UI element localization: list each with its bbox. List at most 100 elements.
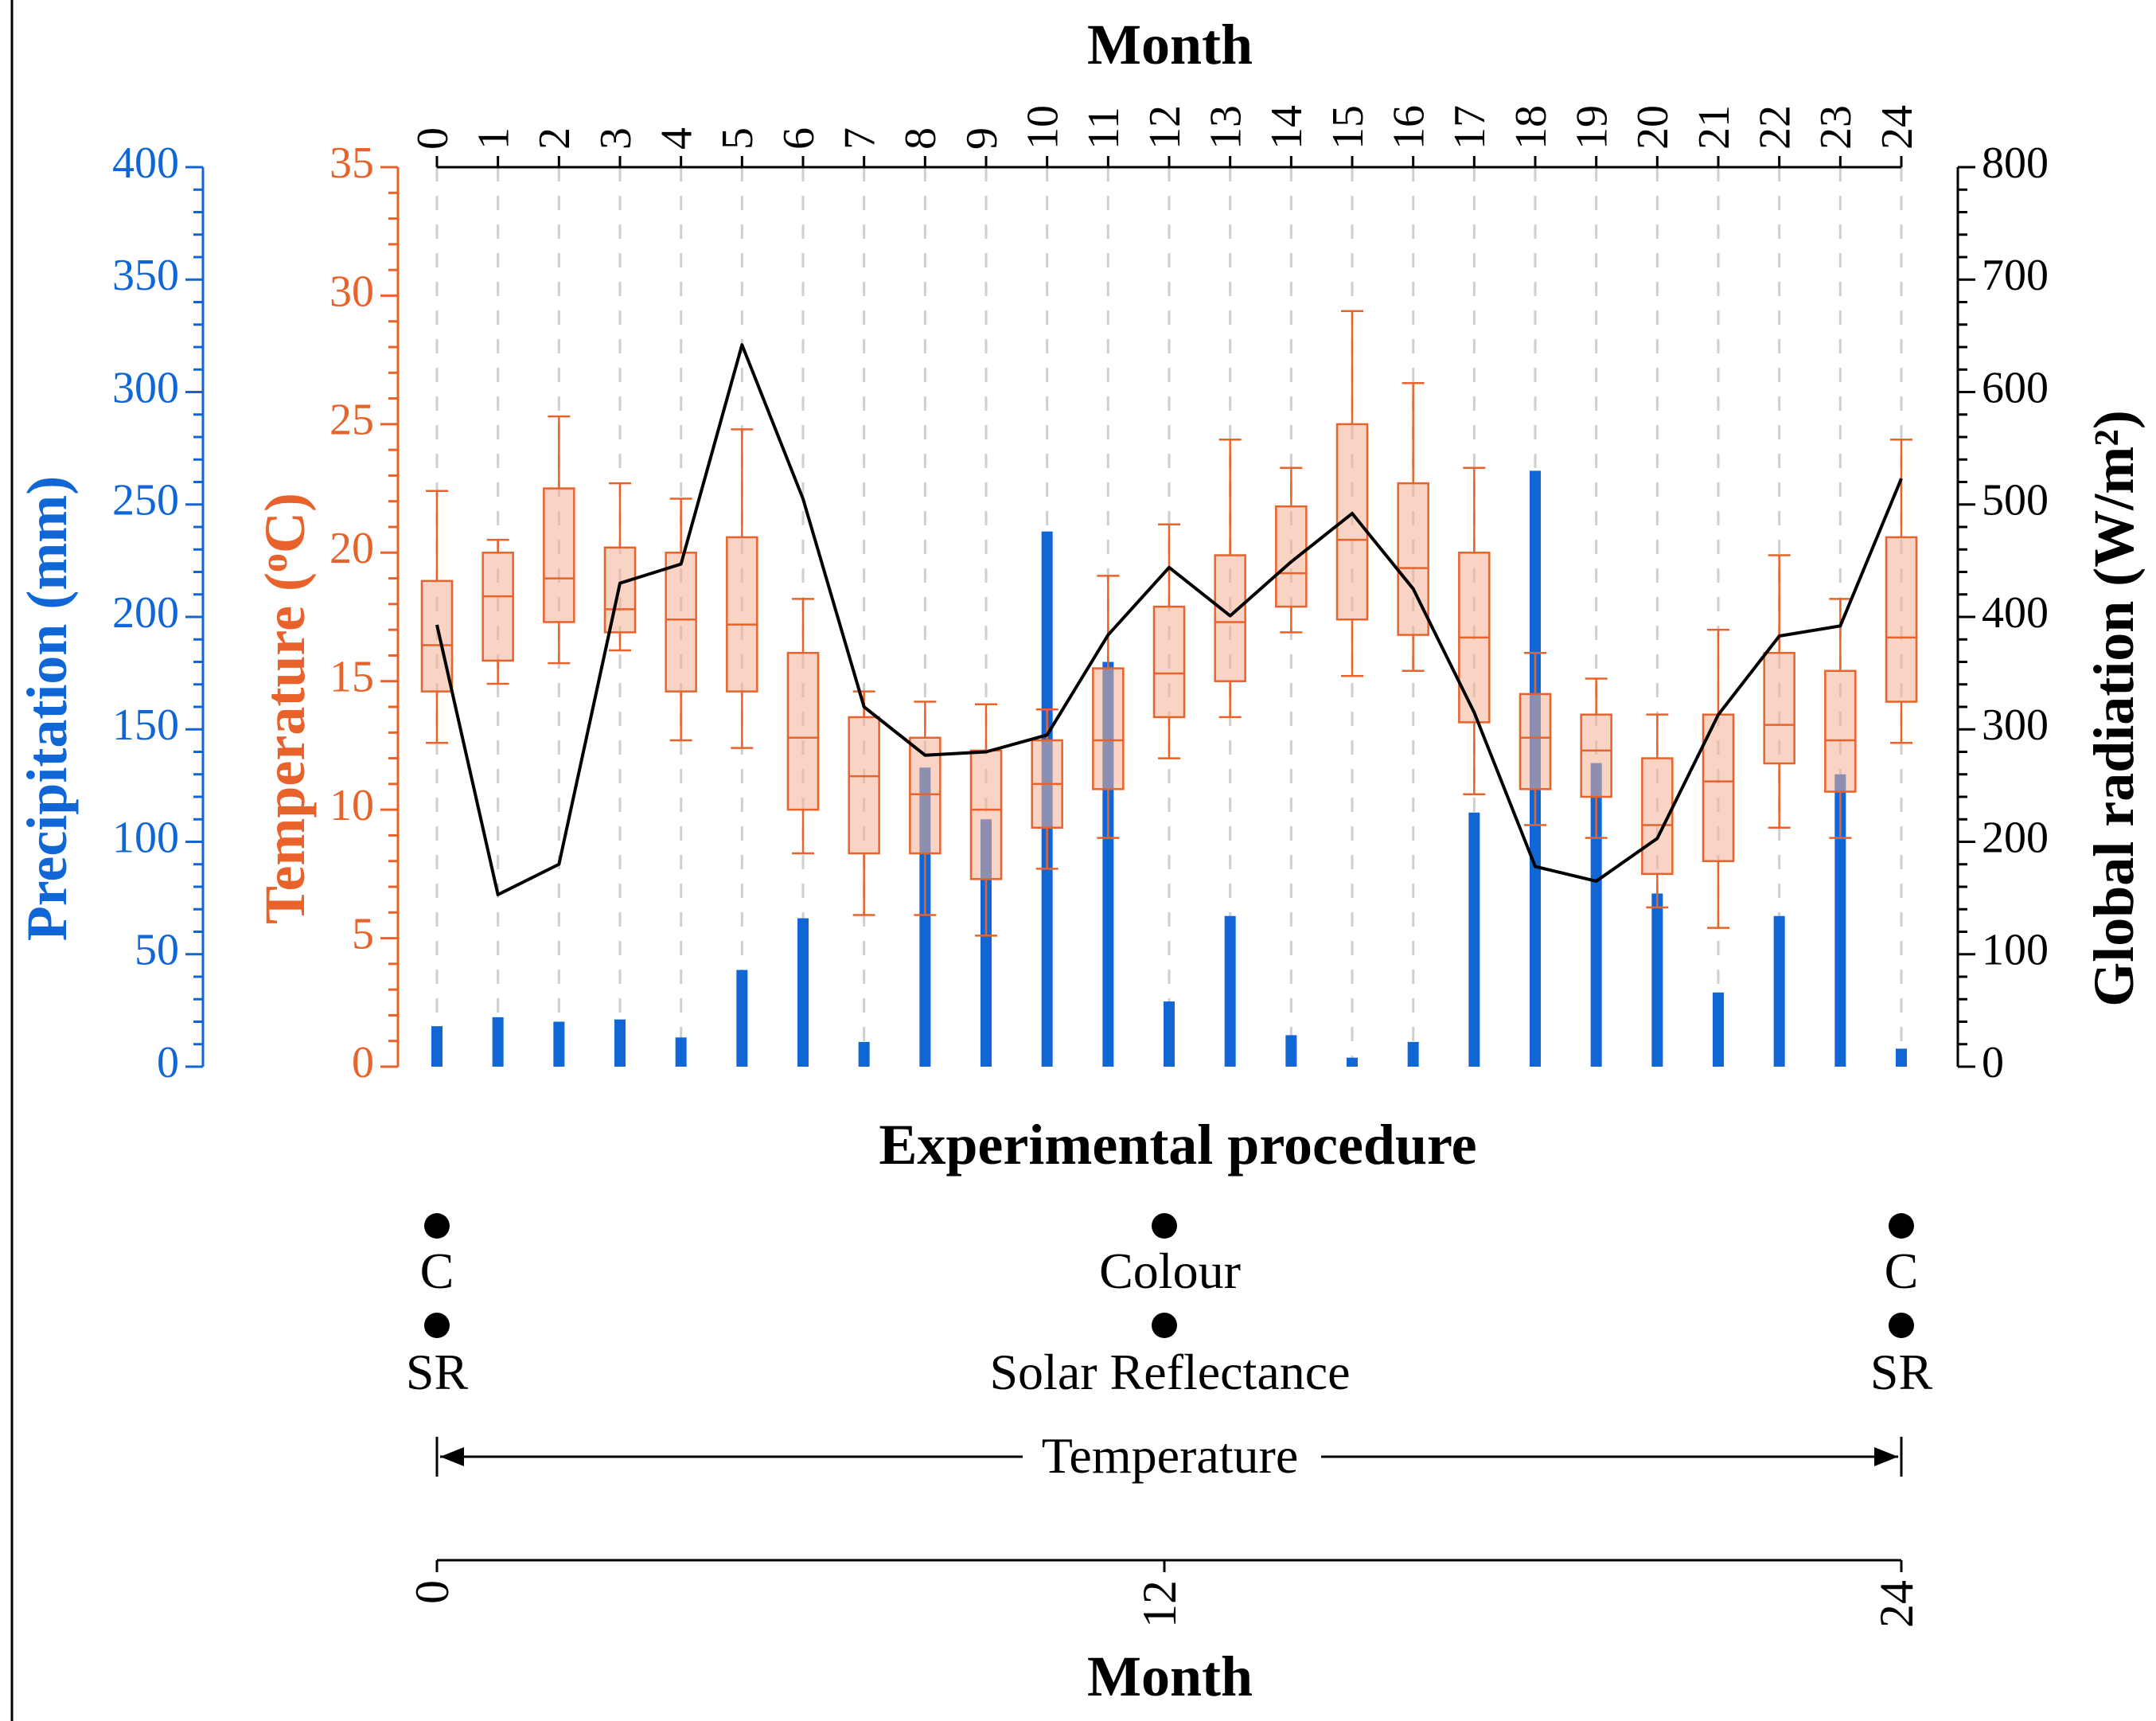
timeline-axis (437, 1560, 1901, 1572)
month-tick-label-17: 17 (1445, 105, 1495, 150)
radiation-tick-label-0: 0 (1982, 1038, 2004, 1087)
month-tick-label-6: 6 (774, 127, 824, 150)
precip-bar-16 (1408, 1042, 1419, 1067)
temperature-axis-title: Temperature (oC) (253, 493, 317, 924)
temp-box-4 (666, 498, 696, 740)
temperature-tick-label-25: 25 (329, 396, 374, 445)
temp-box-rect-4 (666, 552, 696, 691)
temperature-tick-label-5: 5 (352, 909, 374, 958)
precip-bar-24 (1896, 1048, 1907, 1067)
precip-bar-1 (493, 1017, 504, 1067)
temp-box-rect-7 (849, 717, 879, 853)
precip-bar-14 (1285, 1035, 1296, 1067)
temp-box-rect-12 (1154, 607, 1184, 717)
temp-box-rect-6 (788, 653, 818, 810)
month-tick-label-11: 11 (1079, 107, 1129, 150)
sr-dot-start (424, 1313, 450, 1338)
month-tick-label-16: 16 (1385, 105, 1434, 150)
radiation-tick-label-800: 800 (1982, 139, 2049, 188)
timeline-tick-0: 0 (406, 1580, 458, 1604)
axes: 0 1 2 3 4 5 6 7 8 9 10 11 12 13 14 15 16 17 18 19 20 21 22 23 24… (112, 105, 2049, 1087)
radiation-tick-label-200: 200 (1982, 813, 2049, 862)
precip-bar-3 (614, 1020, 626, 1067)
precip-bar-4 (676, 1037, 687, 1067)
temp-box-20 (1642, 715, 1672, 907)
temp-box-rect-2 (544, 489, 574, 622)
month-tick-label-7: 7 (836, 127, 885, 150)
temp-box-rect-14 (1276, 506, 1306, 607)
precip-bar-5 (736, 970, 747, 1067)
precip-bar-21 (1713, 993, 1724, 1067)
precipitation-tick-label-250: 250 (112, 476, 179, 525)
month-tick-label-21: 21 (1690, 105, 1739, 150)
precip-bar-12 (1164, 1001, 1175, 1067)
temperature-title-main: Temperature ( (253, 572, 317, 924)
month-tick-label-23: 23 (1811, 105, 1861, 150)
colour-label-start: C (420, 1243, 454, 1299)
temperature-tick-label-0: 0 (352, 1038, 374, 1087)
temp-box-23 (1825, 599, 1855, 837)
temp-box-9 (971, 704, 1001, 936)
temperature-title-end: C) (253, 493, 317, 553)
month-tick-label-8: 8 (896, 127, 945, 150)
temp-box-rect-22 (1764, 653, 1795, 763)
radiation-tick-label-300: 300 (1982, 700, 2049, 750)
temp-box-14 (1276, 468, 1306, 633)
temp-box-rect-19 (1581, 715, 1612, 797)
month-tick-label-1: 1 (470, 127, 519, 150)
temp-box-22 (1764, 556, 1795, 828)
precipitation-tick-label-100: 100 (112, 813, 179, 862)
temperature-tick-label-20: 20 (329, 524, 374, 573)
temp-box-rect-5 (727, 537, 757, 692)
temp-box-rect-18 (1520, 694, 1550, 789)
month-tick-label-14: 14 (1262, 105, 1312, 150)
temperature-title-sup: o (253, 553, 295, 572)
month-tick-label-5: 5 (713, 127, 762, 150)
precipitation-tick-label-0: 0 (157, 1038, 179, 1087)
sr-label-end: SR (1870, 1344, 1933, 1400)
temp-box-rect-11 (1093, 669, 1123, 790)
temp-box-rect-1 (483, 552, 513, 661)
month-tick-label-19: 19 (1568, 105, 1617, 150)
month-tick-label-10: 10 (1019, 105, 1068, 150)
climate-chart: Month Precipitation (mm) Temperature (oC… (0, 0, 2156, 1721)
temp-box-21 (1703, 630, 1733, 928)
month-tick-label-2: 2 (530, 127, 579, 150)
radiation-tick-label-100: 100 (1982, 926, 2049, 975)
radiation-tick-label-700: 700 (1982, 251, 2049, 300)
precip-bar-13 (1225, 916, 1236, 1067)
precipitation-tick-label-150: 150 (112, 700, 179, 750)
top-axis-title: Month (1087, 13, 1253, 76)
precipitation-tick-label-300: 300 (112, 363, 179, 412)
colour-label-end: C (1885, 1243, 1919, 1299)
temp-box-2 (544, 416, 574, 663)
temp-box-rect-9 (971, 751, 1001, 879)
temp-box-15 (1337, 311, 1367, 676)
precip-bar-15 (1347, 1058, 1358, 1067)
precip-bar-7 (859, 1042, 870, 1067)
precipitation-tick-label-50: 50 (135, 926, 179, 975)
radiation-tick-label-400: 400 (1982, 588, 2049, 638)
temp-box-19 (1581, 678, 1612, 837)
temp-box-0 (422, 491, 452, 743)
radiation-tick-label-500: 500 (1982, 476, 2049, 525)
timeline-tick-24: 24 (1870, 1580, 1923, 1628)
precip-bar-6 (797, 919, 809, 1067)
temp-box-rect-24 (1886, 537, 1916, 702)
temp-box-17 (1459, 468, 1489, 794)
month-tick-label-15: 15 (1324, 105, 1373, 150)
temperature-tick-label-10: 10 (329, 781, 374, 830)
precip-bar-22 (1774, 916, 1785, 1067)
month-tick-label-24: 24 (1873, 105, 1922, 150)
temp-box-16 (1398, 383, 1429, 671)
temp-box-18 (1520, 653, 1550, 825)
precip-bar-20 (1651, 893, 1663, 1067)
temp-box-7 (849, 692, 879, 915)
month-tick-label-20: 20 (1628, 105, 1678, 150)
sr-label-mid: Solar Reflectance (989, 1344, 1350, 1400)
radiation-axis-title: Global radiation (W/m²) (2082, 410, 2146, 1007)
temp-box-rect-13 (1215, 556, 1246, 681)
temp-box-5 (727, 429, 757, 747)
temp-box-13 (1215, 439, 1246, 717)
month-tick-label-0: 0 (408, 127, 458, 150)
